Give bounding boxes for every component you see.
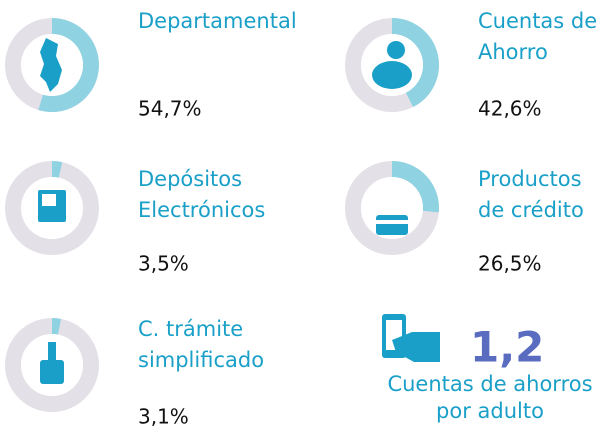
- map-icon: [40, 38, 62, 92]
- stamp-handle: [48, 342, 56, 360]
- piggy-icon: [372, 61, 412, 89]
- item-value: 26,5%: [478, 252, 542, 276]
- item-value: 42,6%: [478, 97, 542, 121]
- donut-arc: [51, 318, 62, 335]
- item-label: Depósitos: [138, 167, 242, 191]
- hand-icon: [392, 332, 440, 362]
- atm-screen: [42, 194, 56, 206]
- donut-arc: [38, 18, 99, 112]
- item-label: Electrónicos: [138, 198, 265, 222]
- summary-value: 1,2: [470, 323, 544, 372]
- item-value: 3,1%: [138, 405, 189, 429]
- card-stripe: [376, 220, 408, 224]
- item-label: de crédito: [478, 198, 584, 222]
- item-value: 54,7%: [138, 97, 202, 121]
- item-label: C. trámite: [138, 317, 243, 341]
- donut-arc: [391, 161, 439, 213]
- icons: [38, 38, 440, 384]
- donut-arc: [391, 18, 439, 108]
- item-label: Cuentas de: [478, 9, 597, 33]
- card-icon: [376, 215, 408, 235]
- donut-arc: [51, 161, 63, 178]
- item-value: 3,5%: [138, 252, 189, 276]
- coin-icon: [387, 41, 405, 59]
- stamp-icon: [40, 360, 64, 384]
- item-label: Productos: [478, 167, 582, 191]
- item-label: simplificado: [138, 348, 264, 372]
- summary-caption: Cuentas de ahorros: [387, 372, 592, 396]
- item-label: Departamental: [138, 9, 297, 33]
- summary-caption: por adulto: [436, 399, 544, 423]
- item-label: Ahorro: [478, 40, 548, 64]
